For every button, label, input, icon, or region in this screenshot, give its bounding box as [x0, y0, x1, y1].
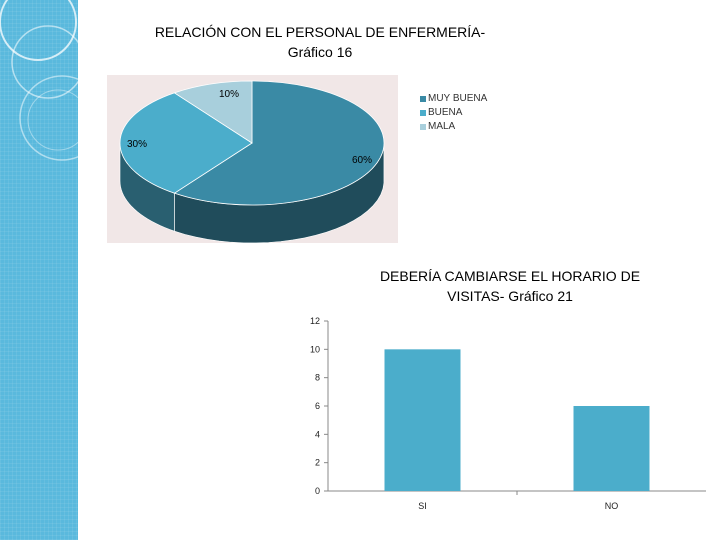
bar-no	[573, 406, 650, 491]
decorative-side-band	[0, 0, 78, 540]
bar-title-line2: VISITAS- Gráfico 21	[447, 288, 573, 304]
y-tick-label: 6	[315, 401, 320, 411]
pie-slice-muy-buena-label: 60%	[352, 155, 372, 166]
legend-label: BUENA	[428, 107, 463, 118]
bar-si	[384, 349, 461, 491]
bar-chart: 0 2 4 6 8 10 12 SI NO	[310, 316, 706, 511]
pie-slice-buena-label: 30%	[127, 139, 147, 150]
x-tick-label: NO	[605, 501, 619, 511]
x-tick-label: SI	[418, 501, 427, 511]
pie-slice-mala-label: 10%	[219, 89, 239, 100]
bar-chart-title: DEBERÍA CAMBIARSE EL HORARIO DE VISITAS-…	[350, 266, 670, 306]
pie-slice-muy-buena	[173, 80, 385, 206]
legend-item-mala: MALA	[420, 120, 487, 134]
y-tick-label: 10	[310, 344, 320, 354]
y-tick-label: 4	[315, 429, 320, 439]
legend-label: MALA	[428, 121, 456, 132]
legend-label: MUY BUENA	[428, 93, 488, 104]
pie-legend: MUY BUENA BUENA MALA	[420, 92, 487, 134]
pie-slice-buena	[119, 92, 253, 194]
pie-chart: 60% 30% 10%	[119, 80, 385, 243]
legend-swatch	[420, 96, 426, 102]
y-tick-label: 12	[310, 316, 320, 326]
pie-chart-title: RELACIÓN CON EL PERSONAL DE ENFERMERÍA- …	[140, 22, 500, 62]
y-tick-label: 0	[315, 486, 320, 496]
legend-item-muy-buena: MUY BUENA	[420, 92, 487, 106]
pie-title-line1: RELACIÓN CON EL PERSONAL DE ENFERMERÍA-	[154, 24, 486, 40]
y-tick-label: 8	[315, 373, 320, 383]
pie-slice-mala	[173, 80, 253, 144]
y-tick-label: 2	[315, 458, 320, 468]
legend-item-buena: BUENA	[420, 106, 487, 120]
bar-title-line1: DEBERÍA CAMBIARSE EL HORARIO DE	[379, 268, 641, 284]
legend-swatch	[420, 110, 426, 116]
legend-swatch	[420, 124, 426, 130]
pie-title-line2: Gráfico 16	[287, 44, 353, 60]
